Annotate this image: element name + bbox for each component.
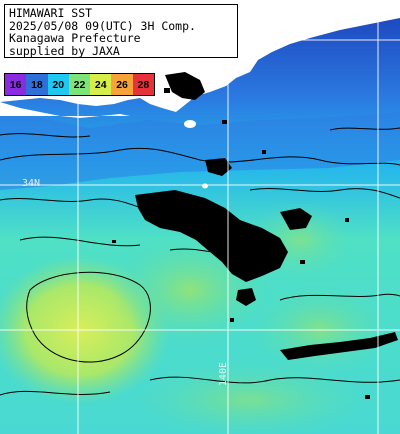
sst-contours bbox=[0, 127, 400, 396]
map-title-box: HIMAWARI SST 2025/05/08 09(UTC) 3H Comp.… bbox=[4, 4, 238, 58]
cloud-patch bbox=[280, 332, 398, 360]
legend-step-20: 20 bbox=[47, 74, 69, 95]
cloud-speck bbox=[262, 150, 266, 154]
cloud-speck bbox=[365, 395, 370, 399]
longitude-label: 140E bbox=[218, 362, 229, 387]
islet bbox=[202, 183, 208, 189]
legend-step-22: 22 bbox=[68, 74, 91, 95]
contour-line bbox=[249, 188, 400, 199]
contour-line bbox=[0, 147, 400, 166]
cloud-speck bbox=[230, 318, 234, 322]
cloud-patch bbox=[135, 190, 288, 282]
cloud-speck bbox=[345, 218, 349, 222]
latitude-label: 34N bbox=[22, 178, 41, 189]
island bbox=[184, 120, 196, 128]
contour-line bbox=[279, 293, 400, 301]
contour-line bbox=[0, 390, 111, 396]
legend-step-18: 18 bbox=[26, 74, 48, 95]
cloud-speck bbox=[164, 88, 170, 93]
legend-step-26: 26 bbox=[111, 74, 133, 95]
legend-step-24: 24 bbox=[90, 74, 112, 95]
temperature-legend: 16 18 20 22 24 26 28 bbox=[4, 73, 155, 96]
legend-step-28: 28 bbox=[132, 74, 154, 95]
cloud-patch bbox=[280, 208, 312, 230]
contour-line bbox=[19, 236, 141, 247]
cool-band bbox=[0, 110, 400, 190]
cloud-speck bbox=[300, 260, 305, 264]
title-region: Kanagawa Prefecture bbox=[9, 31, 141, 45]
cloud-patch bbox=[236, 288, 256, 306]
cloud-patch bbox=[165, 72, 205, 100]
title-product: HIMAWARI SST bbox=[9, 6, 93, 20]
cloud-speck bbox=[112, 240, 116, 243]
contour-line bbox=[0, 133, 91, 138]
contour-line bbox=[329, 127, 400, 131]
title-credit: supplied by JAXA bbox=[9, 43, 120, 58]
legend-step-16: 16 bbox=[5, 74, 27, 95]
cloud-speck bbox=[222, 120, 227, 124]
title-timestamp: 2025/05/08 09(UTC) 3H Comp. bbox=[9, 18, 196, 33]
cloud-patch bbox=[205, 158, 232, 176]
cloud-mask bbox=[112, 72, 398, 399]
land-coast-strip bbox=[0, 102, 130, 118]
contour-line bbox=[149, 376, 400, 384]
